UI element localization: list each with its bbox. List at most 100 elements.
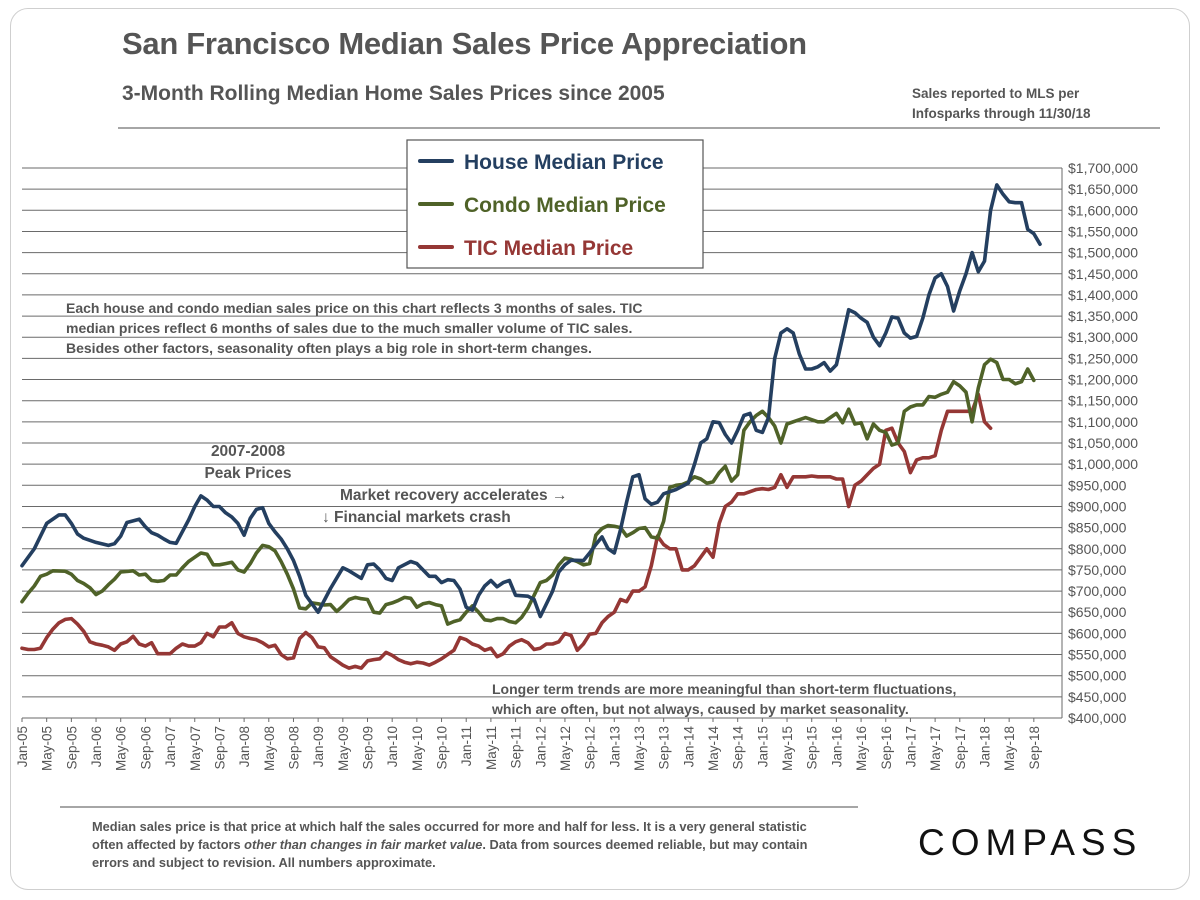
x-tick-label: May-14	[706, 726, 721, 772]
y-tick-label: $1,250,000	[1068, 350, 1138, 366]
x-tick-label: Sep-12	[583, 726, 598, 770]
x-tick-label: Sep-05	[64, 726, 79, 770]
x-tick-label: Sep-09	[361, 726, 376, 770]
y-tick-label: $1,300,000	[1068, 329, 1138, 345]
annotation-text: Market recovery accelerates →	[340, 487, 567, 504]
y-tick-label: $650,000	[1068, 604, 1127, 620]
x-tick-label: Sep-10	[435, 726, 450, 770]
y-tick-label: $1,400,000	[1068, 287, 1138, 303]
y-tick-label: $550,000	[1068, 647, 1127, 663]
annotation-text: which are often, but not always, caused …	[491, 701, 909, 717]
x-tick-label: May-12	[558, 726, 573, 771]
y-tick-label: $450,000	[1068, 689, 1127, 705]
x-tick-label: May-07	[188, 726, 203, 771]
x-tick-label: May-11	[484, 726, 499, 770]
y-tick-label: $1,150,000	[1068, 393, 1138, 409]
footnote-italic: other than changes in fair market value	[244, 837, 483, 852]
y-tick-label: $800,000	[1068, 541, 1127, 557]
y-tick-label: $1,050,000	[1068, 435, 1138, 451]
y-tick-label: $1,350,000	[1068, 308, 1138, 324]
x-axis: Jan-05 May-05 Sep-05 Jan-06 May-06 Sep-06 Jan-…	[15, 718, 1042, 771]
x-tick-label: Jan-06	[89, 726, 104, 767]
footnote-text-2: . Data from sources deemed reliable, but…	[92, 837, 808, 870]
footnote: Median sales price is that price at whic…	[92, 818, 812, 872]
y-tick-label: $700,000	[1068, 583, 1127, 599]
annotation-text: median prices reflect 6 months of sales …	[66, 320, 632, 336]
x-tick-label: Sep-15	[805, 726, 820, 770]
x-tick-label: Jan-05	[15, 726, 30, 767]
y-tick-label: $400,000	[1068, 710, 1127, 726]
x-tick-label: Jan-07	[163, 726, 178, 767]
x-tick-label: May-18	[1002, 726, 1017, 771]
x-tick-label: Jan-13	[607, 726, 622, 767]
series-line	[20, 183, 1042, 619]
footnote-text-1: Median sales price is that price at whic…	[92, 819, 807, 852]
annotation-text: ↓ Financial markets crash	[322, 509, 511, 526]
legend-label: House Median Price	[464, 151, 664, 174]
x-tick-label: Jan-09	[311, 726, 326, 767]
x-tick-label: Sep-14	[731, 726, 746, 770]
annotation-text: Longer term trends are more meaningful t…	[492, 681, 956, 697]
x-tick-label: Sep-17	[953, 726, 968, 770]
x-tick-label: Jan-15	[755, 726, 770, 767]
chart-title: San Francisco Median Sales Price Appreci…	[122, 26, 807, 61]
x-tick-label: Sep-16	[879, 726, 894, 770]
annotation-text: Each house and condo median sales price …	[66, 300, 643, 316]
x-tick-label: May-06	[114, 726, 129, 771]
y-tick-label: $1,500,000	[1068, 245, 1138, 261]
legend: House Median Price Condo Median Price TIC …	[406, 139, 704, 269]
legend-box	[406, 139, 704, 269]
annotation-text: 2007-2008	[211, 443, 286, 460]
y-tick-label: $950,000	[1068, 477, 1127, 493]
y-axis: $400,000 $450,000 $500,000 $550,000 $600,000…	[1061, 160, 1138, 726]
x-tick-label: Sep-13	[657, 726, 672, 770]
annotation-text: Peak Prices	[204, 465, 291, 482]
x-tick-label: Jan-14	[681, 726, 696, 768]
x-tick-label: Jan-16	[829, 726, 844, 767]
y-tick-label: $1,450,000	[1068, 266, 1138, 282]
x-tick-label: Jan-08	[237, 726, 252, 767]
legend-label: Condo Median Price	[464, 194, 666, 217]
x-tick-label: May-17	[928, 726, 943, 771]
x-tick-label: May-16	[854, 726, 869, 771]
annotations: Each house and condo median sales price …	[66, 300, 956, 717]
x-tick-label: May-15	[780, 726, 795, 771]
y-tick-label: $1,100,000	[1068, 414, 1138, 430]
x-tick-label: Sep-06	[138, 726, 153, 770]
x-tick-label: Sep-07	[212, 726, 227, 770]
x-tick-label: Jan-17	[903, 726, 918, 767]
y-tick-label: $1,700,000	[1068, 160, 1138, 176]
chart-subtitle: 3-Month Rolling Median Home Sales Prices…	[122, 82, 665, 105]
y-tick-label: $1,000,000	[1068, 456, 1138, 472]
y-tick-label: $750,000	[1068, 562, 1127, 578]
x-tick-label: May-10	[410, 726, 425, 771]
x-tick-label: Jan-12	[533, 726, 548, 767]
source-note: Sales reported to MLS per Infosparks thr…	[912, 84, 1091, 124]
x-tick-label: Sep-18	[1027, 726, 1042, 770]
y-tick-label: $500,000	[1068, 668, 1127, 684]
x-tick-label: Jan-11	[459, 726, 474, 766]
x-tick-label: Sep-11	[509, 726, 524, 769]
y-tick-label: $1,600,000	[1068, 202, 1138, 218]
annotation-text: Besides other factors, seasonality often…	[66, 340, 592, 356]
series-line	[20, 357, 1036, 626]
x-tick-label: Sep-08	[286, 726, 301, 770]
y-tick-label: $1,550,000	[1068, 223, 1138, 239]
x-tick-label: May-05	[40, 726, 55, 771]
y-tick-label: $1,650,000	[1068, 181, 1138, 197]
x-tick-label: May-08	[262, 726, 277, 771]
x-tick-label: May-13	[632, 726, 647, 771]
x-tick-label: May-09	[336, 726, 351, 771]
source-note-line-1: Sales reported to MLS per	[912, 86, 1080, 101]
x-tick-label: Jan-18	[977, 726, 992, 767]
y-tick-label: $900,000	[1068, 498, 1127, 514]
y-tick-label: $1,200,000	[1068, 372, 1138, 388]
y-tick-label: $600,000	[1068, 625, 1127, 641]
y-tick-label: $850,000	[1068, 520, 1127, 536]
source-note-line-2: Infosparks through 11/30/18	[912, 106, 1091, 121]
compass-logo: COMPASS	[918, 822, 1143, 863]
legend-label: TIC Median Price	[464, 237, 633, 260]
series-lines	[20, 183, 1042, 670]
series-line	[20, 392, 993, 670]
